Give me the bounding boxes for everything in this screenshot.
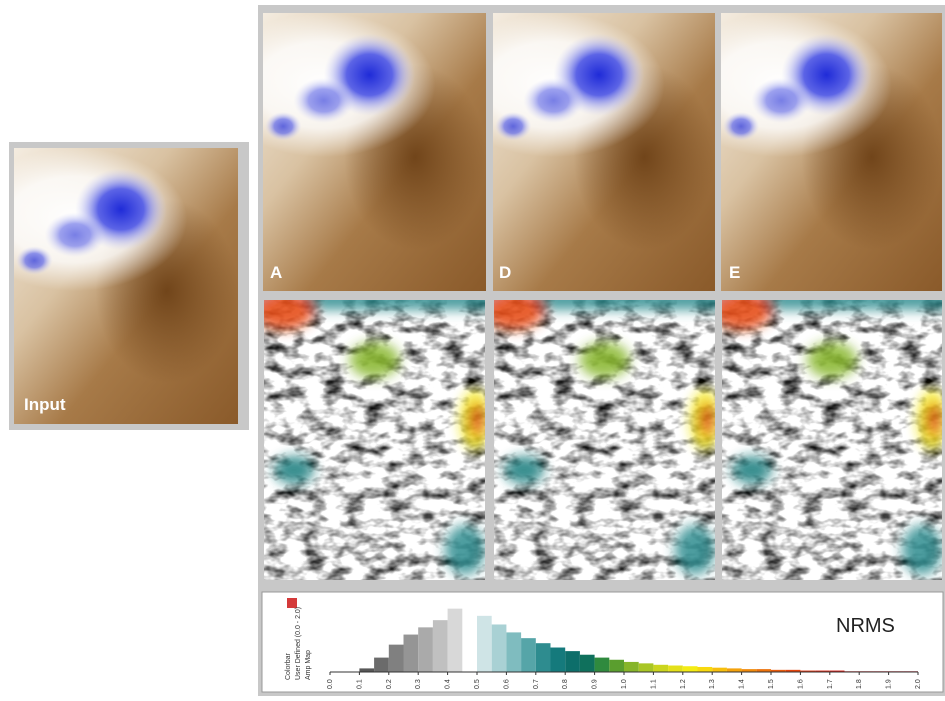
side-label: User Defined (0.0 - 2.0) (295, 607, 302, 680)
input-label: Input (24, 395, 66, 414)
bar (668, 666, 683, 672)
colorbar-panel (262, 592, 943, 692)
x-tick-label: 1.9 (886, 679, 893, 689)
bar (580, 655, 595, 672)
histogram-title: NRMS (836, 615, 895, 637)
x-tick-label: 0.2 (386, 679, 393, 689)
nrms-map-d (484, 290, 725, 580)
x-tick-label: 2.0 (915, 679, 922, 689)
bar (404, 635, 419, 672)
panel-label: A (270, 263, 282, 282)
bar (536, 643, 551, 672)
bar (359, 668, 374, 672)
input-map (0, 148, 238, 424)
bar (433, 620, 448, 672)
x-tick-label: 1.3 (709, 679, 716, 689)
bar (374, 658, 389, 672)
panel-label: D (499, 263, 511, 282)
bar (698, 667, 713, 672)
x-tick-label: 1.1 (650, 679, 657, 689)
nrms-map-e (712, 290, 945, 580)
bar (477, 616, 492, 672)
x-tick-label: 1.0 (621, 679, 628, 689)
x-tick-label: 1.7 (827, 679, 834, 689)
colorbar-icon (287, 598, 297, 608)
bar (727, 668, 742, 672)
x-tick-label: 1.8 (856, 679, 863, 689)
bar (565, 651, 580, 672)
x-tick-label: 1.2 (680, 679, 687, 689)
bar (624, 662, 639, 672)
bar (506, 632, 521, 672)
x-tick-label: 1.4 (739, 679, 746, 689)
side-label: Amp Map (305, 650, 312, 680)
map-a (212, 13, 486, 291)
bar (418, 627, 433, 672)
x-tick-label: 0.3 (415, 679, 422, 689)
bar (639, 663, 654, 672)
x-tick-label: 0.7 (533, 679, 540, 689)
bar (492, 624, 507, 672)
figure: Input A D E NRMS ColorbarUser Defined (0… (0, 0, 945, 696)
x-tick-label: 0.0 (327, 679, 334, 689)
bar (653, 665, 668, 672)
bar (551, 648, 566, 672)
x-tick-label: 0.4 (445, 679, 452, 689)
bar (595, 658, 610, 672)
x-tick-label: 0.5 (474, 679, 481, 689)
x-tick-label: 0.1 (356, 679, 363, 689)
x-tick-label: 1.5 (768, 679, 775, 689)
bar (609, 660, 624, 672)
x-tick-label: 1.6 (797, 679, 804, 689)
panel-label: E (729, 263, 740, 282)
bar (521, 638, 536, 672)
nrms-map-a (254, 290, 495, 580)
side-label: Colorbar (285, 652, 292, 680)
bar (389, 645, 404, 672)
bar (712, 668, 727, 672)
bar (448, 609, 463, 672)
x-tick-label: 0.9 (592, 679, 599, 689)
x-tick-label: 0.8 (562, 679, 569, 689)
x-tick-label: 0.6 (503, 679, 510, 689)
bar (683, 666, 698, 672)
